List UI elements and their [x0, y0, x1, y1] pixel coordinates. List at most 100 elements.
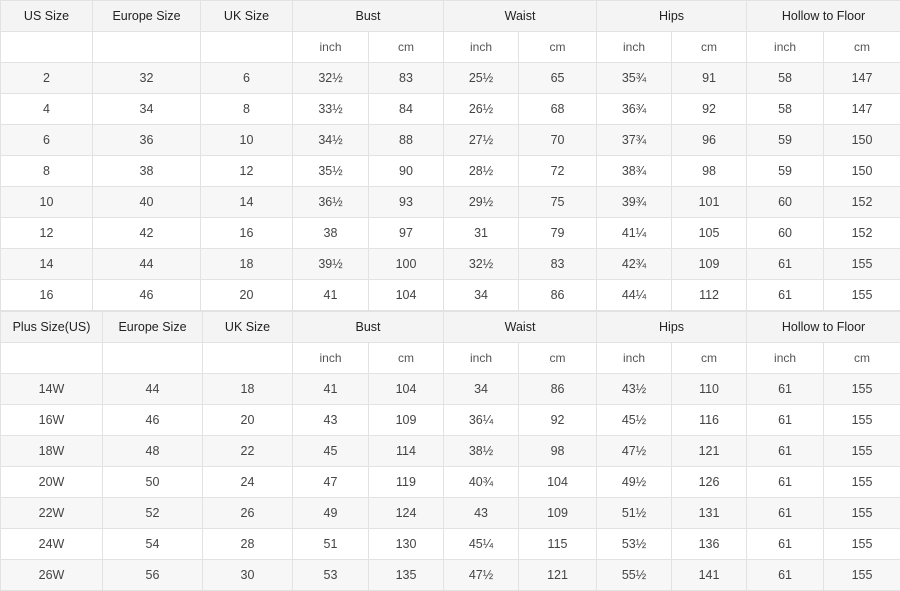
unit-label: inch [746, 342, 825, 374]
table-cell: 92 [518, 404, 598, 436]
column-header: Waist [443, 311, 598, 343]
column-header: Bust [291, 311, 445, 343]
table-cell: 86 [518, 373, 598, 405]
table-cell: 61 [746, 559, 825, 591]
unit-label: cm [518, 342, 598, 374]
table-row: 22W 52 26 49 124 43 109 51½ 131 61 155 [0, 497, 900, 529]
table-cell: 65 [518, 62, 598, 94]
table-cell: 150 [823, 124, 900, 156]
table-cell: 39¾ [596, 186, 673, 218]
table-cell: 44 [92, 248, 201, 280]
table-cell: 26 [202, 497, 293, 529]
table-cell: 61 [746, 373, 825, 405]
table-cell: 34½ [292, 124, 369, 156]
column-header: Plus Size(US) [0, 311, 103, 343]
table-cell: 45 [292, 435, 369, 467]
table-cell: 86 [518, 279, 598, 311]
unit-label: inch [443, 31, 520, 63]
empty-cell [200, 31, 293, 63]
table-cell: 20W [0, 466, 103, 498]
empty-cell [202, 342, 293, 374]
table-cell: 50 [102, 466, 203, 498]
table-row: 20W 50 24 47 119 40¾ 104 49½ 126 61 155 [0, 466, 900, 498]
table-row: 18W 48 22 45 114 38½ 98 47½ 121 61 155 [0, 435, 900, 467]
table-cell: 39½ [292, 248, 369, 280]
table-cell: 92 [671, 93, 748, 125]
table-cell: 109 [518, 497, 598, 529]
table-cell: 100 [367, 248, 445, 280]
table-cell: 10 [0, 186, 93, 218]
table-cell: 44¼ [596, 279, 673, 311]
table-cell: 96 [671, 124, 748, 156]
table-cell: 53½ [596, 528, 673, 560]
table-cell: 40 [92, 186, 201, 218]
table-cell: 109 [671, 248, 748, 280]
table-cell: 147 [823, 93, 900, 125]
unit-label: inch [292, 342, 369, 374]
table-cell: 38½ [443, 435, 520, 467]
table-cell: 70 [518, 124, 598, 156]
table-cell: 61 [746, 435, 825, 467]
table-cell: 14 [0, 248, 93, 280]
table-cell: 16 [200, 217, 293, 249]
empty-cell [0, 31, 93, 63]
table-cell: 36¼ [443, 404, 520, 436]
table-cell: 136 [671, 528, 748, 560]
table-cell: 75 [518, 186, 598, 218]
table-cell: 32½ [443, 248, 520, 280]
table-cell: 45¼ [443, 528, 520, 560]
table-cell: 58 [746, 93, 825, 125]
table-row: 2 32 6 32½ 83 25½ 65 35¾ 91 58 147 [0, 62, 900, 94]
table-cell: 8 [0, 155, 93, 187]
unit-label: cm [518, 31, 598, 63]
table-cell: 24W [0, 528, 103, 560]
table-cell: 36½ [292, 186, 369, 218]
table-cell: 41 [292, 279, 369, 311]
table-cell: 44 [102, 373, 203, 405]
table-cell: 54 [102, 528, 203, 560]
table-cell: 61 [746, 497, 825, 529]
empty-cell [92, 31, 201, 63]
table-cell: 119 [367, 466, 445, 498]
table-cell: 126 [671, 466, 748, 498]
column-header: Hollow to Floor [746, 0, 900, 32]
table-cell: 60 [746, 217, 825, 249]
table-cell: 61 [746, 279, 825, 311]
table-cell: 16W [0, 404, 103, 436]
table-cell: 79 [518, 217, 598, 249]
table-row: 16W 46 20 43 109 36¼ 92 45½ 116 61 155 [0, 404, 900, 436]
table-cell: 60 [746, 186, 825, 218]
table-cell: 27½ [443, 124, 520, 156]
table-cell: 38¾ [596, 155, 673, 187]
unit-label: inch [746, 31, 825, 63]
column-header: Hips [596, 0, 748, 32]
table-cell: 101 [671, 186, 748, 218]
table-cell: 98 [671, 155, 748, 187]
table-cell: 121 [671, 435, 748, 467]
table-cell: 16 [0, 279, 93, 311]
table-cell: 59 [746, 155, 825, 187]
table-cell: 28½ [443, 155, 520, 187]
table-cell: 46 [102, 404, 203, 436]
column-header: UK Size [202, 311, 293, 343]
column-header: UK Size [200, 0, 293, 32]
table-cell: 22W [0, 497, 103, 529]
unit-label: inch [292, 31, 369, 63]
table-cell: 121 [518, 559, 598, 591]
table-cell: 91 [671, 62, 748, 94]
table-cell: 90 [367, 155, 445, 187]
table-cell: 141 [671, 559, 748, 591]
column-header: Waist [443, 0, 598, 32]
table-cell: 124 [367, 497, 445, 529]
table-cell: 152 [823, 186, 900, 218]
unit-label: inch [596, 31, 673, 63]
table-cell: 104 [518, 466, 598, 498]
table-cell: 155 [823, 248, 900, 280]
table-cell: 47½ [443, 559, 520, 591]
table-cell: 20 [200, 279, 293, 311]
table-cell: 18 [202, 373, 293, 405]
unit-label: inch [596, 342, 673, 374]
table-cell: 47 [292, 466, 369, 498]
table-row: 4 34 8 33½ 84 26½ 68 36¾ 92 58 147 [0, 93, 900, 125]
table-cell: 38 [92, 155, 201, 187]
